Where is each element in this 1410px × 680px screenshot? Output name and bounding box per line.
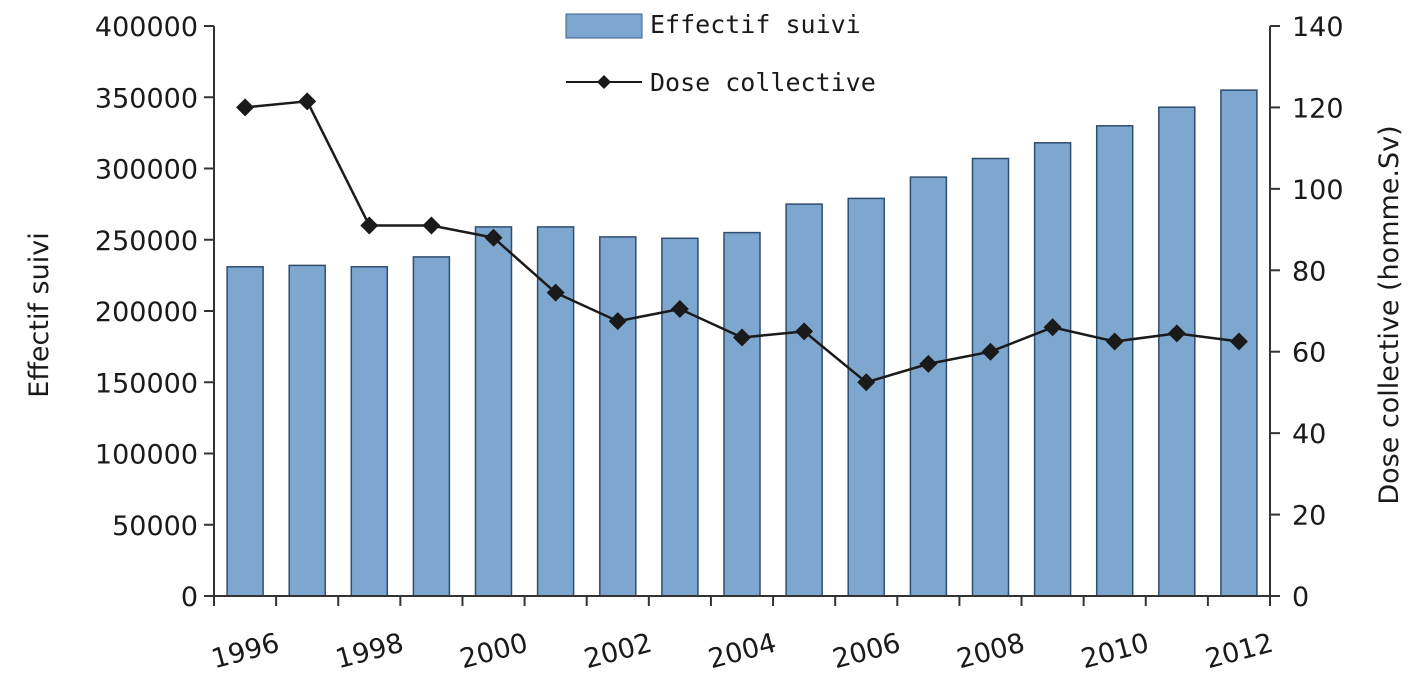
y-axis-title: Effectif suivi	[24, 232, 55, 397]
legend-label-effectif-suivi: Effectif suivi	[650, 10, 861, 39]
y2-tick-label: 20	[1292, 501, 1326, 532]
y-tick-label: 300000	[95, 155, 198, 186]
y2-tick-label: 40	[1292, 419, 1326, 450]
point-2001	[546, 283, 565, 302]
bar-2004	[723, 231, 761, 597]
bar-1998	[350, 266, 389, 597]
bar-2011	[1158, 106, 1196, 597]
y2-tick-label: 60	[1292, 338, 1326, 369]
y2-axis-title: Dose collective (homme.Sv)	[1374, 125, 1405, 504]
legend-label-dose-collective: Dose collective	[650, 68, 876, 97]
y2-tick-label: 140	[1292, 12, 1344, 43]
y2-tick-label: 120	[1292, 93, 1344, 124]
y-tick-label: 250000	[95, 226, 198, 257]
x-tick-label: 2006	[829, 628, 903, 676]
x-tick-label: 1996	[208, 628, 282, 676]
y-tick-label: 350000	[95, 83, 198, 114]
bar-1999	[412, 256, 451, 597]
point-1998	[360, 216, 379, 235]
bar-2006	[847, 197, 885, 597]
x-tick-label: 2002	[581, 628, 655, 676]
bar-2005	[785, 203, 823, 597]
bar-2009	[1033, 142, 1072, 597]
point-2003	[670, 299, 689, 318]
bar-2008	[971, 157, 1010, 597]
point-2004	[733, 328, 751, 347]
point-2000	[484, 228, 503, 247]
x-tick-label: 2008	[954, 628, 1028, 676]
x-tick-label: 2000	[457, 628, 531, 676]
point-2010	[1105, 332, 1124, 351]
y2-tick-label: 100	[1292, 175, 1344, 206]
y2-tick-label: 0	[1292, 582, 1309, 613]
point-2009	[1043, 318, 1062, 337]
legend-swatch-effectif-suivi	[565, 13, 643, 39]
point-2007	[919, 354, 938, 373]
bar-1997	[288, 264, 326, 597]
x-tick-label: 2004	[705, 628, 779, 676]
x-tick-label: 2010	[1078, 628, 1152, 676]
y-tick-label: 400000	[95, 12, 198, 43]
y-ticks: 0 50000 100000 150000 200000 250000 300000 3500…	[95, 12, 214, 613]
line-dose-collective	[236, 92, 1248, 392]
y-tick-label: 200000	[95, 297, 198, 328]
y-tick-label: 150000	[95, 368, 198, 399]
y2-ticks: 0 20 40 60 80 100 120 140	[1270, 12, 1344, 613]
bar-1996	[226, 266, 264, 597]
point-1999	[422, 216, 441, 235]
point-2002	[608, 312, 627, 331]
y-tick-label: 100000	[95, 440, 198, 471]
point-2008	[981, 342, 1000, 361]
y2-tick-label: 80	[1292, 256, 1326, 287]
y-tick-label: 50000	[112, 511, 198, 542]
x-tick-label: 1998	[332, 628, 406, 676]
point-1996	[236, 98, 255, 117]
bar-2007	[909, 176, 948, 597]
bar-2003	[661, 237, 699, 597]
bar-2002	[599, 236, 637, 597]
point-1997	[298, 92, 317, 111]
legend: Effectif suivi Dose collective	[565, 10, 876, 97]
x-tick-label: 2012	[1202, 628, 1276, 676]
bar-2000	[474, 226, 513, 597]
y-tick-label: 0	[181, 582, 198, 613]
bar-2010	[1095, 125, 1134, 597]
point-2011	[1167, 324, 1186, 343]
point-2012	[1229, 332, 1248, 351]
x-ticks: 1996 1998 2000 2002 2004 2006 2008 2010 2012	[208, 596, 1277, 676]
point-2005	[795, 322, 814, 341]
legend-marker-dose-collective	[597, 75, 611, 89]
point-2006	[857, 373, 876, 392]
